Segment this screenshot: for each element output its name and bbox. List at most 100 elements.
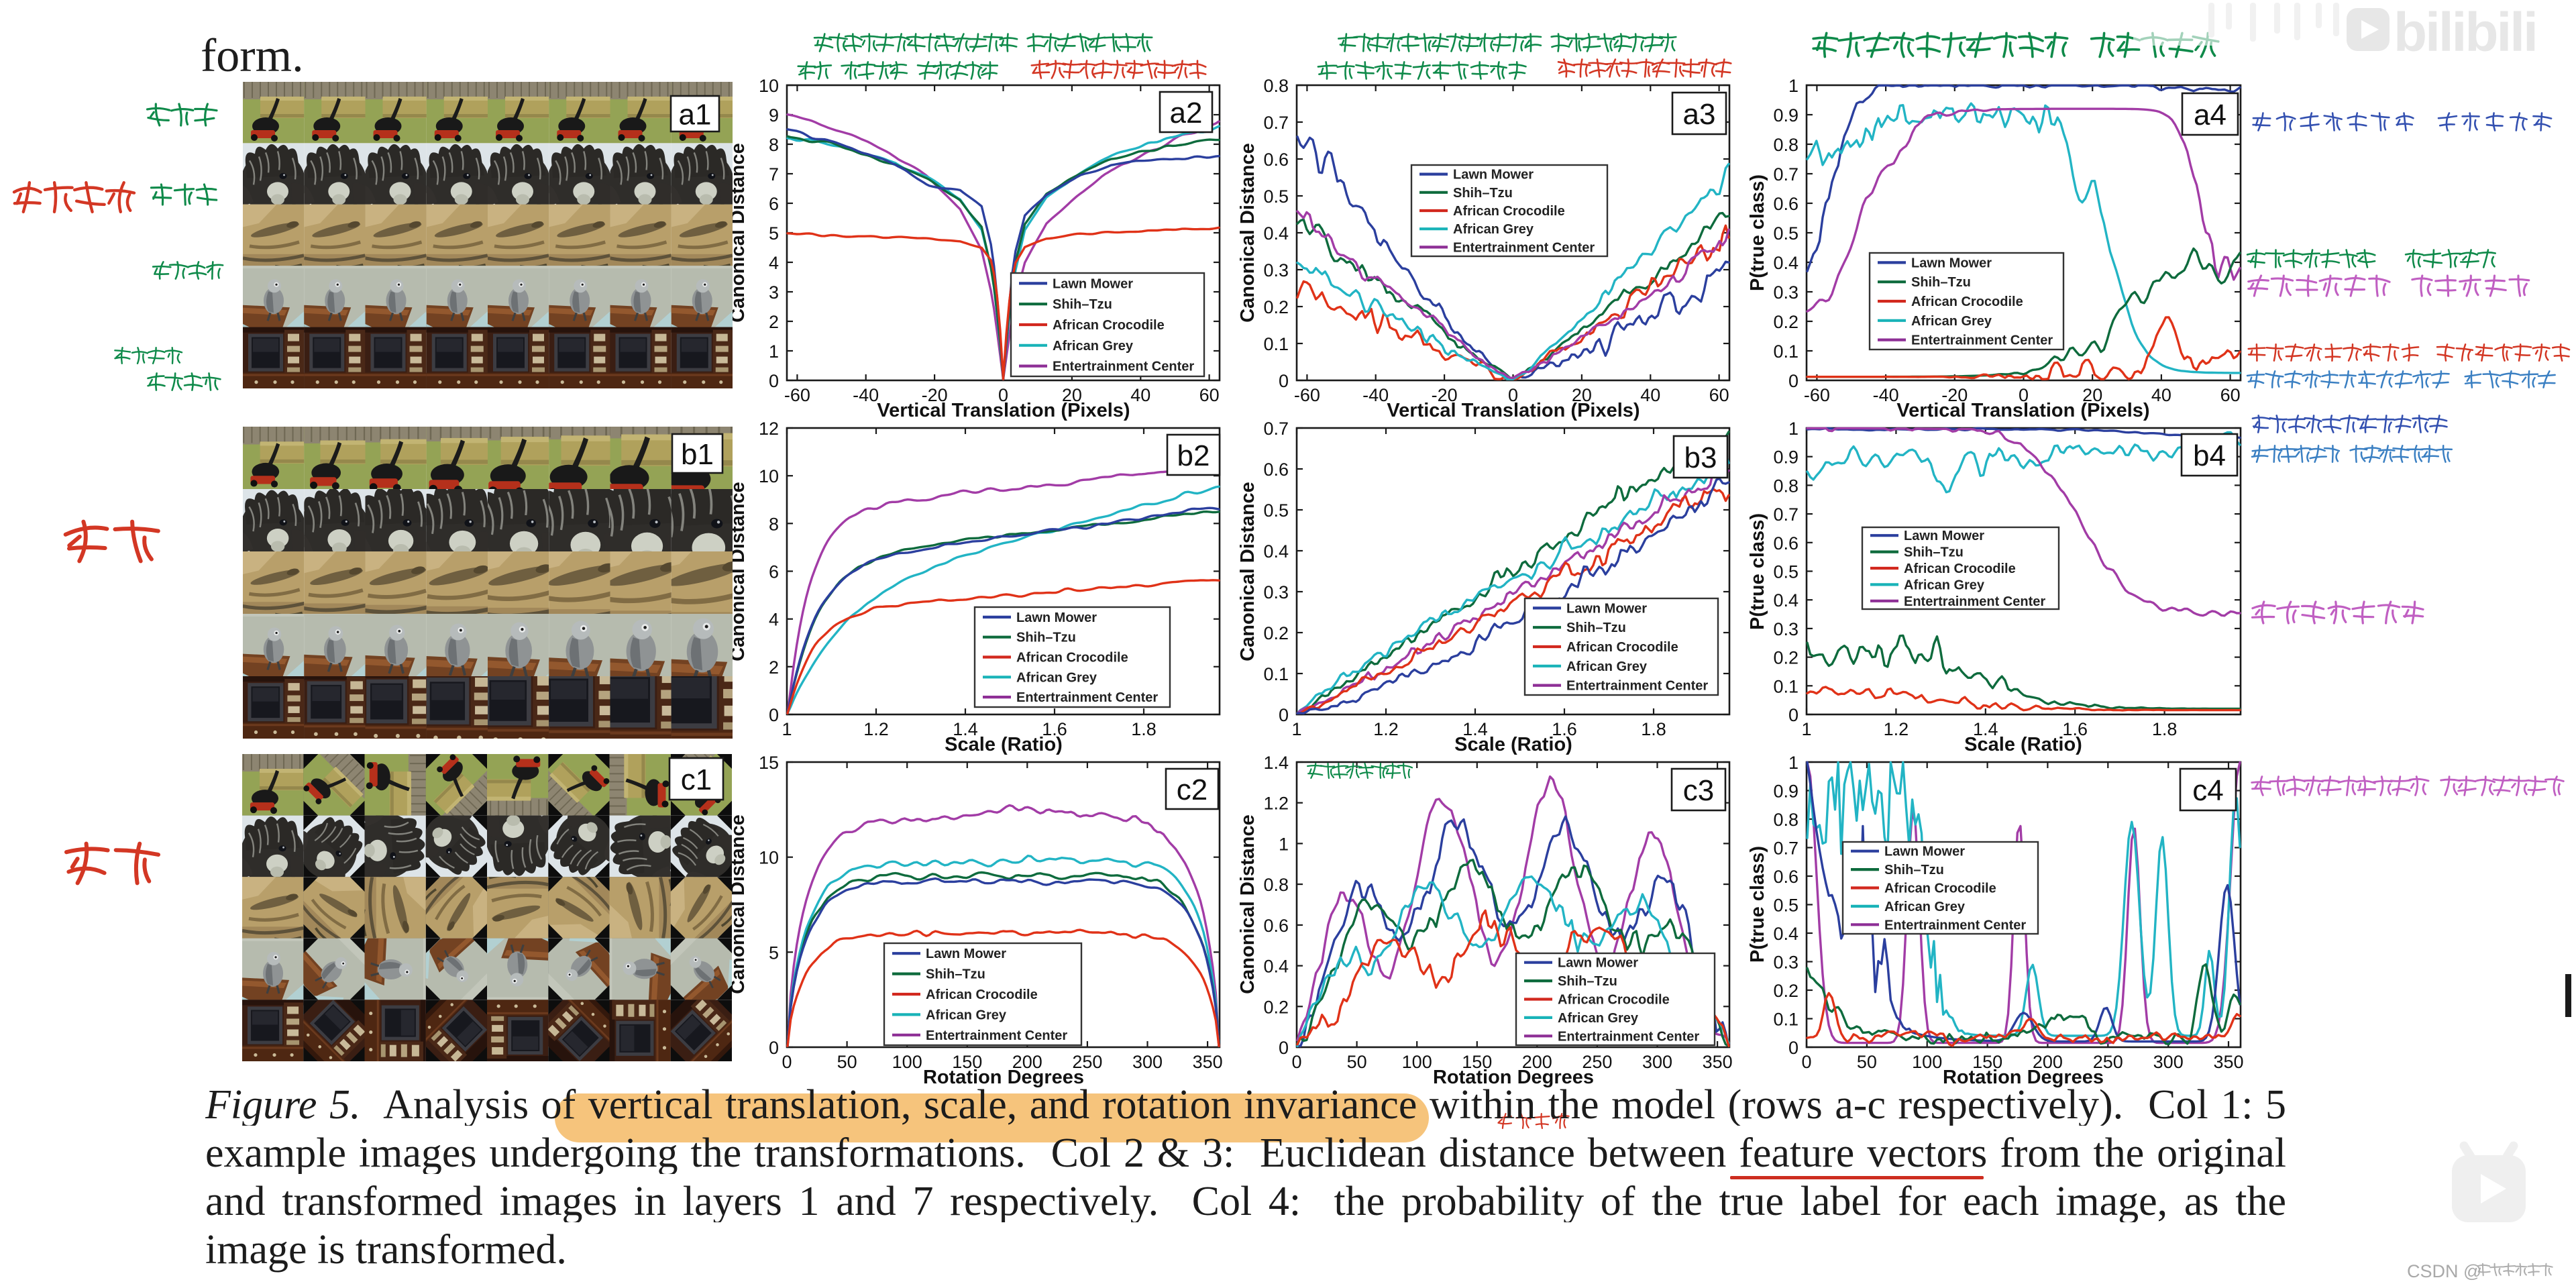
svg-text:250: 250	[1582, 1052, 1612, 1072]
svg-text:Entertrainment Center: Entertrainment Center	[1884, 918, 2026, 932]
svg-text:1: 1	[1279, 834, 1289, 854]
svg-text:1: 1	[1801, 719, 1811, 739]
svg-text:0.5: 0.5	[1263, 186, 1289, 207]
svg-text:1: 1	[1788, 419, 1799, 439]
svg-text:Lawn Mower: Lawn Mower	[1566, 601, 1647, 616]
svg-text:0.4: 0.4	[1263, 957, 1289, 977]
svg-text:4: 4	[769, 253, 779, 273]
svg-text:Entertrainment Center: Entertrainment Center	[926, 1028, 1067, 1043]
svg-text:3: 3	[769, 282, 779, 303]
svg-text:40: 40	[2151, 385, 2171, 405]
svg-text:Shih–Tzu: Shih–Tzu	[926, 967, 985, 982]
svg-text:P(true class): P(true class)	[1747, 174, 1768, 291]
svg-text:0.6: 0.6	[1773, 867, 1799, 887]
svg-text:0.1: 0.1	[1263, 334, 1289, 354]
svg-text:African Crocodile: African Crocodile	[1884, 881, 1996, 896]
svg-text:9: 9	[769, 105, 779, 125]
svg-text:0.1: 0.1	[1263, 664, 1289, 684]
svg-text:1.2: 1.2	[863, 719, 889, 739]
svg-text:0.5: 0.5	[1773, 896, 1799, 916]
svg-text:350: 350	[1703, 1052, 1733, 1072]
svg-text:Entertrainment Center: Entertrainment Center	[1566, 679, 1708, 694]
svg-text:a2: a2	[1170, 97, 1203, 129]
svg-text:50: 50	[837, 1052, 857, 1072]
svg-text:0.5: 0.5	[1773, 223, 1799, 244]
svg-text:African Grey: African Grey	[1453, 222, 1534, 237]
svg-text:0: 0	[1801, 1052, 1811, 1072]
svg-text:100: 100	[1402, 1052, 1432, 1072]
svg-text:0.2: 0.2	[1773, 648, 1799, 668]
svg-text:20: 20	[1572, 385, 1592, 405]
svg-text:1.8: 1.8	[1641, 719, 1666, 739]
svg-text:Entertrainment Center: Entertrainment Center	[1016, 690, 1158, 705]
svg-text:0.8: 0.8	[1773, 476, 1799, 496]
svg-text:100: 100	[892, 1052, 922, 1072]
svg-text:0.5: 0.5	[1773, 562, 1799, 582]
svg-text:1.8: 1.8	[1131, 719, 1157, 739]
svg-text:P(true class): P(true class)	[1747, 513, 1768, 630]
svg-text:Vertical Translation (Pixels): Vertical Translation (Pixels)	[877, 400, 1130, 421]
svg-text:Scale (Ratio): Scale (Ratio)	[945, 734, 1063, 755]
svg-text:Canonical Distance: Canonical Distance	[1237, 482, 1258, 661]
svg-text:African Grey: African Grey	[1566, 659, 1648, 674]
svg-text:-40: -40	[853, 385, 879, 405]
svg-text:CSDN @: CSDN @	[2407, 1261, 2481, 1281]
svg-text:-20: -20	[922, 385, 948, 405]
svg-text:Scale (Ratio): Scale (Ratio)	[1964, 734, 2082, 755]
svg-text:Entertrainment Center: Entertrainment Center	[1558, 1029, 1699, 1044]
svg-text:1.6: 1.6	[2062, 719, 2088, 739]
svg-text:0.2: 0.2	[1263, 623, 1289, 643]
svg-text:Lawn Mower: Lawn Mower	[1904, 529, 1984, 543]
svg-text:0.3: 0.3	[1773, 282, 1799, 303]
svg-text:a3: a3	[1683, 98, 1716, 131]
svg-text:African Crocodile: African Crocodile	[1016, 651, 1128, 665]
svg-text:1.6: 1.6	[1042, 719, 1067, 739]
svg-text:c4: c4	[2192, 774, 2223, 807]
svg-text:1: 1	[1291, 719, 1301, 739]
svg-text:8: 8	[769, 135, 779, 155]
svg-text:Lawn Mower: Lawn Mower	[1911, 256, 1992, 270]
svg-text:African Crocodile: African Crocodile	[1566, 640, 1678, 655]
svg-text:Entertrainment Center: Entertrainment Center	[1911, 333, 2053, 348]
svg-text:-20: -20	[1432, 385, 1458, 405]
svg-text:0.6: 0.6	[1773, 533, 1799, 553]
svg-text:0.7: 0.7	[1263, 113, 1289, 133]
svg-text:1.4: 1.4	[953, 719, 978, 739]
svg-text:0: 0	[1279, 705, 1289, 725]
svg-text:0: 0	[998, 385, 1008, 405]
svg-text:0.2: 0.2	[1263, 297, 1289, 317]
svg-text:-40: -40	[1362, 385, 1389, 405]
svg-text:P(true class): P(true class)	[1747, 846, 1768, 963]
svg-text:10: 10	[759, 466, 779, 486]
svg-text:250: 250	[1072, 1052, 1102, 1072]
svg-text:10: 10	[759, 76, 779, 96]
svg-text:40: 40	[1130, 385, 1150, 405]
svg-text:Canonical Distance: Canonical Distance	[1237, 143, 1258, 323]
svg-text:African Grey: African Grey	[1016, 670, 1097, 685]
svg-text:African Crocodile: African Crocodile	[1904, 561, 2016, 576]
svg-text:African Crocodile: African Crocodile	[1053, 318, 1165, 333]
svg-text:0: 0	[769, 705, 779, 725]
svg-text:60: 60	[2220, 385, 2241, 405]
svg-text:0.4: 0.4	[1773, 253, 1799, 273]
svg-text:0.1: 0.1	[1773, 676, 1799, 696]
svg-text:300: 300	[1642, 1052, 1672, 1072]
svg-text:0.7: 0.7	[1263, 419, 1289, 439]
svg-text:African Grey: African Grey	[1904, 578, 1985, 592]
svg-text:African Crocodile: African Crocodile	[1453, 204, 1565, 219]
svg-text:60: 60	[1199, 385, 1220, 405]
svg-text:1: 1	[769, 341, 779, 362]
svg-text:Vertical Translation (Pixels): Vertical Translation (Pixels)	[1387, 400, 1640, 421]
svg-text:50: 50	[1347, 1052, 1367, 1072]
svg-text:150: 150	[952, 1052, 982, 1072]
svg-text:0.5: 0.5	[1263, 500, 1289, 521]
svg-text:0.6: 0.6	[1773, 194, 1799, 214]
svg-text:Scale (Ratio): Scale (Ratio)	[1454, 734, 1572, 755]
svg-text:b2: b2	[1177, 439, 1210, 472]
svg-text:200: 200	[1012, 1052, 1042, 1072]
svg-text:350: 350	[2213, 1052, 2243, 1072]
svg-text:bilibili: bilibili	[2394, 2, 2536, 63]
svg-text:0.8: 0.8	[1773, 810, 1799, 830]
svg-text:Rotation Degrees: Rotation Degrees	[923, 1067, 1084, 1088]
svg-text:0.3: 0.3	[1263, 582, 1289, 602]
